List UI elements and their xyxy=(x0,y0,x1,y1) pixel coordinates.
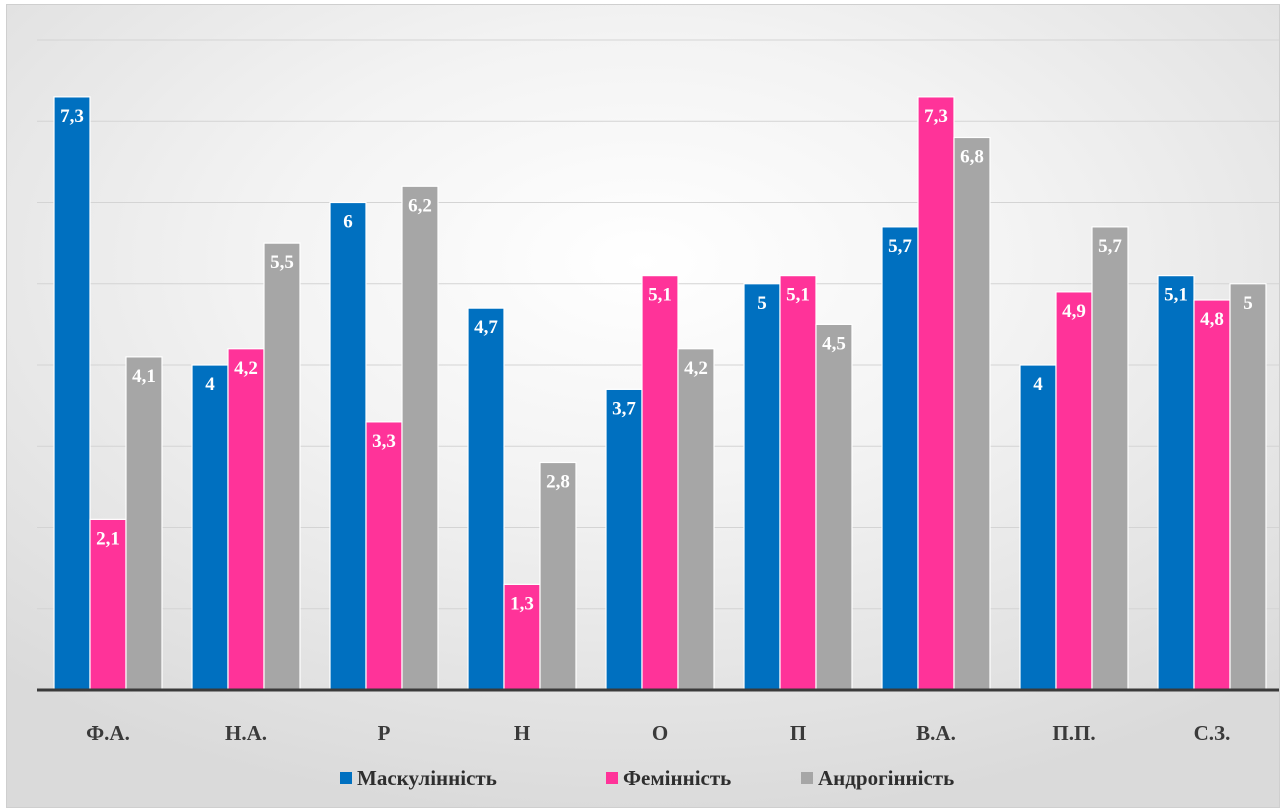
bar xyxy=(917,96,955,691)
bar-group: 4 4,2 5,5 xyxy=(191,242,301,691)
legend-label: Фемінність xyxy=(623,766,731,790)
bar-group: 5 5,1 4,5 xyxy=(743,275,853,691)
data-label: 5,1 xyxy=(786,285,810,306)
category-label: Н.А. xyxy=(225,721,267,745)
bar xyxy=(815,323,853,691)
bar xyxy=(779,275,817,691)
data-label: 5,7 xyxy=(888,236,912,257)
bar-group: 6 3,3 6,2 xyxy=(329,185,439,691)
data-label: 6 xyxy=(343,212,353,233)
data-label: 6,2 xyxy=(408,195,432,216)
data-label: 5 xyxy=(757,293,767,314)
data-label: 7,3 xyxy=(60,106,84,127)
bar-group: 7,3 2,1 4,1 xyxy=(53,96,163,691)
category-label: Ф.А. xyxy=(86,721,130,745)
category-label: О xyxy=(652,721,668,745)
bars: 7,3 2,1 4,1 4 4,2 5,5 6 3,3 6,2 4,7 1,3 2,8 3,7 5,1 4,… xyxy=(53,96,1267,691)
bar xyxy=(953,136,991,691)
bar xyxy=(191,364,229,691)
data-label: 5,1 xyxy=(648,285,672,306)
bar-group: 5,1 4,8 5 xyxy=(1157,275,1267,691)
bar xyxy=(539,461,577,691)
bar xyxy=(227,348,265,691)
bar xyxy=(743,283,781,691)
bar xyxy=(467,307,505,691)
legend-item: Фемінність xyxy=(606,766,731,790)
bar xyxy=(677,348,715,691)
legend-item: Маскулінність xyxy=(340,766,497,790)
bar xyxy=(1055,291,1093,691)
data-label: 4,8 xyxy=(1200,309,1224,330)
bar xyxy=(401,185,439,691)
bar xyxy=(881,226,919,691)
category-label: С.З. xyxy=(1194,721,1231,745)
data-label: 3,7 xyxy=(612,398,636,419)
bar xyxy=(1229,283,1267,691)
data-label: 2,8 xyxy=(546,472,570,493)
data-label: 2,1 xyxy=(96,528,120,549)
legend-swatch xyxy=(606,772,618,784)
bar xyxy=(1019,364,1057,691)
legend: Маскулінність Фемінність Андрогінність xyxy=(340,766,954,790)
data-label: 5,1 xyxy=(1164,285,1188,306)
data-label: 4,5 xyxy=(822,333,846,354)
bar xyxy=(329,201,367,691)
bar xyxy=(1193,299,1231,691)
data-label: 3,3 xyxy=(372,431,396,452)
legend-swatch xyxy=(340,772,352,784)
data-label: 6,8 xyxy=(960,147,984,168)
bar xyxy=(365,421,403,691)
bar xyxy=(263,242,301,691)
bar xyxy=(1091,226,1129,691)
legend-label: Андрогінність xyxy=(818,766,954,790)
data-label: 1,3 xyxy=(510,593,534,614)
bar xyxy=(605,388,643,691)
bar-group: 3,7 5,1 4,2 xyxy=(605,275,715,691)
legend-item: Андрогінність xyxy=(801,766,954,790)
category-label: П xyxy=(790,721,806,745)
data-label: 4,2 xyxy=(234,358,258,379)
legend-label: Маскулінність xyxy=(357,766,497,790)
bar xyxy=(641,275,679,691)
data-label: 7,3 xyxy=(924,106,948,127)
data-label: 4,1 xyxy=(132,366,156,387)
category-labels: Ф.А. Н.А. Р Н О П В.А. П.П. С.З. xyxy=(86,721,1230,745)
bar-chart: 7,3 2,1 4,1 4 4,2 5,5 6 3,3 6,2 4,7 1,3 2,8 3,7 5,1 4,… xyxy=(37,39,1279,790)
bar-group: 4 4,9 5,7 xyxy=(1019,226,1129,691)
bar-group: 4,7 1,3 2,8 xyxy=(467,307,577,691)
bar xyxy=(89,518,127,691)
data-label: 4,7 xyxy=(474,317,498,338)
data-label: 4,2 xyxy=(684,358,708,379)
data-label: 4 xyxy=(1033,374,1043,395)
category-label: Н xyxy=(514,721,530,745)
category-label: П.П. xyxy=(1052,721,1095,745)
legend-swatch xyxy=(801,772,813,784)
bar xyxy=(1157,275,1195,691)
chart-frame: 7,3 2,1 4,1 4 4,2 5,5 6 3,3 6,2 4,7 1,3 2,8 3,7 5,1 4,… xyxy=(6,4,1280,808)
bar-group: 5,7 7,3 6,8 xyxy=(881,96,991,691)
data-label: 5,7 xyxy=(1098,236,1122,257)
category-label: В.А. xyxy=(916,721,956,745)
bar xyxy=(53,96,91,691)
data-label: 4,9 xyxy=(1062,301,1086,322)
bar xyxy=(125,356,163,691)
data-label: 5,5 xyxy=(270,252,294,273)
category-label: Р xyxy=(378,721,391,745)
data-label: 5 xyxy=(1243,293,1253,314)
data-label: 4 xyxy=(205,374,215,395)
